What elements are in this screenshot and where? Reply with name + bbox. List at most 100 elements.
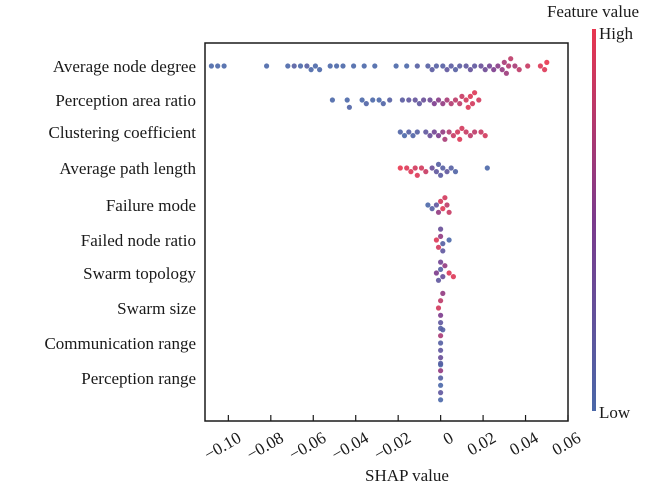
shap-point [435, 133, 442, 139]
shap-point [440, 241, 446, 247]
shap-point [425, 202, 431, 208]
shap-point [297, 63, 304, 69]
feature-label: Swarm size [117, 299, 196, 318]
shap-point [438, 325, 444, 331]
shap-point [450, 274, 456, 280]
shap-point [435, 244, 442, 250]
shap-point [482, 67, 488, 73]
shap-point [344, 97, 350, 103]
shap-point [438, 382, 444, 388]
shap-point [291, 63, 297, 69]
feature-labels: Average node degree Perception area ratio… [44, 57, 196, 388]
shap-point [440, 248, 446, 254]
shap-point [435, 277, 442, 283]
shap-point [404, 63, 410, 69]
x-tick-label: −0.10 [201, 428, 245, 464]
shap-point [452, 67, 459, 73]
shap-point [438, 347, 444, 353]
shap-point [438, 355, 444, 361]
shap-point [372, 63, 378, 69]
shap-point [363, 101, 369, 107]
shap-point [440, 290, 446, 296]
shap-point [508, 56, 514, 62]
shap-point [440, 165, 446, 171]
shap-point [416, 101, 422, 107]
shap-point [312, 63, 318, 69]
shap-point [429, 206, 435, 212]
shap-point [433, 237, 439, 243]
shap-point [361, 63, 367, 69]
shap-point [438, 375, 444, 381]
shap-point [334, 63, 340, 69]
shap-point [499, 67, 505, 73]
shap-point [414, 129, 420, 135]
shap-point [431, 101, 437, 107]
shap-point [412, 97, 418, 103]
feature-label: Perception area ratio [55, 91, 196, 110]
shap-point [406, 97, 412, 103]
shap-point [438, 266, 444, 272]
shap-point [346, 104, 352, 110]
shap-point [442, 136, 448, 142]
shap-point [387, 97, 393, 103]
feature-label: Failure mode [106, 196, 196, 215]
shap-point [408, 169, 414, 175]
shap-point [463, 129, 469, 135]
shap-point [423, 169, 429, 175]
shap-point [208, 63, 214, 69]
feature-label: Average node degree [53, 57, 196, 76]
data-points [208, 56, 550, 403]
shap-point [433, 202, 439, 208]
shap-point [472, 63, 478, 69]
shap-point [516, 67, 522, 73]
shap-point [503, 70, 509, 76]
shap-point [457, 63, 463, 69]
shap-point [452, 169, 459, 175]
colorbar-high-label: High [599, 24, 634, 43]
shap-point [442, 195, 448, 201]
shap-point [438, 298, 444, 304]
shap-point [438, 172, 444, 178]
shap-point [446, 209, 452, 215]
shap-point [401, 133, 408, 139]
shap-point [486, 63, 493, 69]
shap-point [429, 165, 435, 171]
x-tick-label: −0.04 [328, 428, 372, 464]
shap-point [380, 101, 386, 107]
shap-point [308, 67, 314, 73]
shap-point [393, 63, 399, 69]
feature-label: Perception range [81, 369, 196, 388]
shap-point [446, 129, 452, 135]
shap-point [340, 63, 346, 69]
shap-point [438, 340, 444, 346]
feature-label: Clustering coefficient [49, 123, 197, 142]
shap-point [329, 97, 335, 103]
shap-point [467, 93, 473, 99]
shap-point [414, 63, 420, 69]
x-axis-ticks: −0.10−0.08−0.06−0.04−0.02 0 0.02 0.04 0.06 [201, 415, 584, 464]
shap-point [459, 125, 465, 131]
shap-point [215, 63, 221, 69]
shap-point [444, 169, 450, 175]
feature-label: Communication range [44, 334, 196, 353]
shap-point [446, 270, 452, 276]
shap-point [423, 129, 429, 135]
shap-point [406, 129, 412, 135]
shap-point [537, 63, 544, 69]
shap-point [440, 274, 446, 280]
shap-point [484, 165, 490, 171]
shap-point [467, 67, 473, 73]
shap-point [438, 198, 444, 204]
shap-point [285, 63, 291, 69]
shap-point [425, 63, 431, 69]
shap-point [448, 165, 454, 171]
shap-point [435, 161, 442, 167]
shap-point [221, 63, 227, 69]
shap-point [433, 270, 439, 276]
shap-point [438, 390, 444, 396]
shap-point [317, 67, 323, 73]
shap-point [467, 133, 473, 139]
shap-point [452, 97, 459, 103]
shap-point [491, 67, 497, 73]
